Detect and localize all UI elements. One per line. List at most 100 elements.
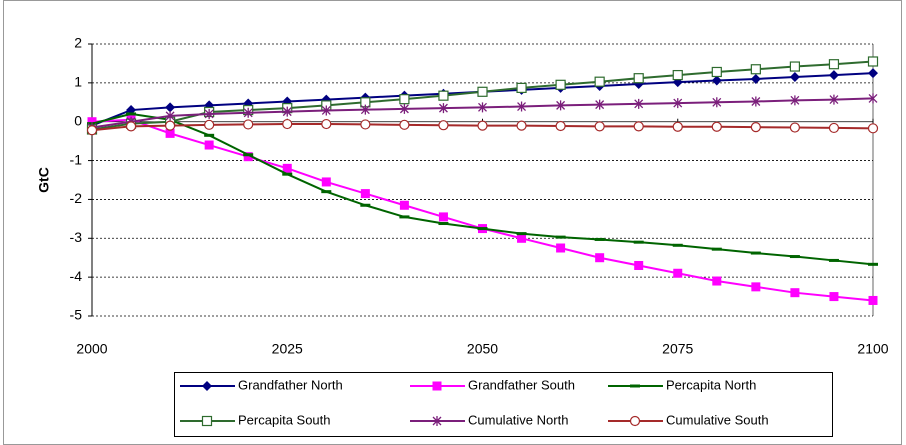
marker	[165, 102, 176, 113]
marker	[750, 64, 761, 75]
marker	[790, 288, 800, 298]
legend-label: Percapita South	[238, 412, 331, 427]
marker	[868, 295, 878, 305]
marker	[672, 243, 683, 247]
legend-label: Percapita North	[666, 377, 756, 392]
marker	[672, 121, 683, 132]
marker	[201, 415, 213, 427]
marker	[360, 104, 370, 115]
marker	[630, 384, 640, 388]
marker	[673, 98, 683, 109]
marker	[633, 73, 644, 84]
marker	[555, 79, 566, 90]
x-tick-label: 2100	[857, 341, 888, 357]
marker	[672, 69, 683, 81]
marker	[629, 415, 641, 427]
marker	[126, 112, 137, 116]
marker	[828, 122, 840, 134]
marker	[204, 119, 215, 130]
y-tick-label: -3	[70, 229, 83, 245]
marker	[789, 61, 801, 72]
marker	[516, 120, 527, 131]
marker	[750, 251, 761, 255]
legend-label: Cumulative South	[666, 412, 769, 427]
marker	[432, 416, 442, 426]
marker	[438, 90, 449, 101]
marker	[790, 95, 800, 106]
marker	[86, 125, 98, 136]
marker	[556, 243, 566, 253]
marker	[204, 108, 214, 119]
x-tick-label: 2075	[662, 341, 693, 357]
y-tick-label: 0	[74, 112, 82, 128]
marker	[282, 172, 293, 176]
marker	[438, 222, 449, 226]
marker	[165, 128, 175, 138]
marker	[829, 94, 839, 105]
marker	[243, 152, 253, 162]
y-tick-label: -5	[70, 307, 83, 323]
marker	[633, 121, 644, 132]
marker	[360, 203, 371, 207]
marker	[828, 258, 839, 262]
marker	[321, 177, 331, 187]
marker	[438, 212, 448, 222]
marker	[360, 189, 370, 199]
marker	[867, 56, 879, 67]
marker	[711, 75, 722, 86]
marker	[399, 94, 410, 105]
marker	[555, 235, 566, 239]
marker	[516, 82, 527, 94]
marker	[517, 101, 527, 112]
marker	[828, 70, 839, 81]
marker	[751, 282, 761, 292]
marker	[438, 103, 448, 114]
marker	[868, 68, 878, 79]
marker	[789, 255, 800, 259]
marker	[751, 96, 761, 107]
marker	[321, 118, 332, 130]
y-axis-label: GtC	[36, 167, 52, 193]
marker	[867, 123, 879, 134]
marker	[634, 98, 644, 109]
marker	[282, 118, 293, 130]
marker	[477, 227, 488, 231]
chart-frame	[3, 0, 902, 445]
marker	[204, 133, 215, 137]
marker	[789, 72, 800, 83]
y-tick-label: -1	[70, 151, 83, 167]
marker	[321, 190, 332, 194]
marker	[594, 121, 605, 132]
marker	[399, 215, 410, 219]
marker	[594, 237, 605, 241]
marker	[555, 120, 566, 132]
marker	[399, 119, 410, 130]
marker	[478, 102, 487, 113]
marker	[868, 93, 878, 104]
marker	[789, 122, 801, 133]
legend-box	[174, 372, 833, 437]
marker	[282, 106, 292, 117]
marker	[432, 381, 442, 391]
y-tick-label: -2	[70, 190, 83, 206]
marker	[556, 100, 566, 111]
marker	[634, 260, 644, 270]
marker	[202, 381, 212, 391]
x-tick-label: 2050	[467, 341, 498, 357]
y-tick-label: 1	[74, 74, 82, 90]
marker	[477, 86, 488, 97]
legend: Grandfather North Grandfather South Percap…	[180, 377, 769, 427]
y-tick-label: 2	[74, 35, 82, 51]
x-tick-label: 2025	[272, 341, 303, 357]
marker	[87, 117, 97, 127]
marker	[438, 120, 449, 131]
marker	[595, 99, 605, 110]
x-tick-label: 2000	[76, 341, 107, 357]
marker	[594, 76, 605, 87]
marker	[712, 276, 722, 286]
marker	[868, 262, 878, 266]
marker	[360, 119, 371, 130]
marker	[673, 268, 683, 278]
